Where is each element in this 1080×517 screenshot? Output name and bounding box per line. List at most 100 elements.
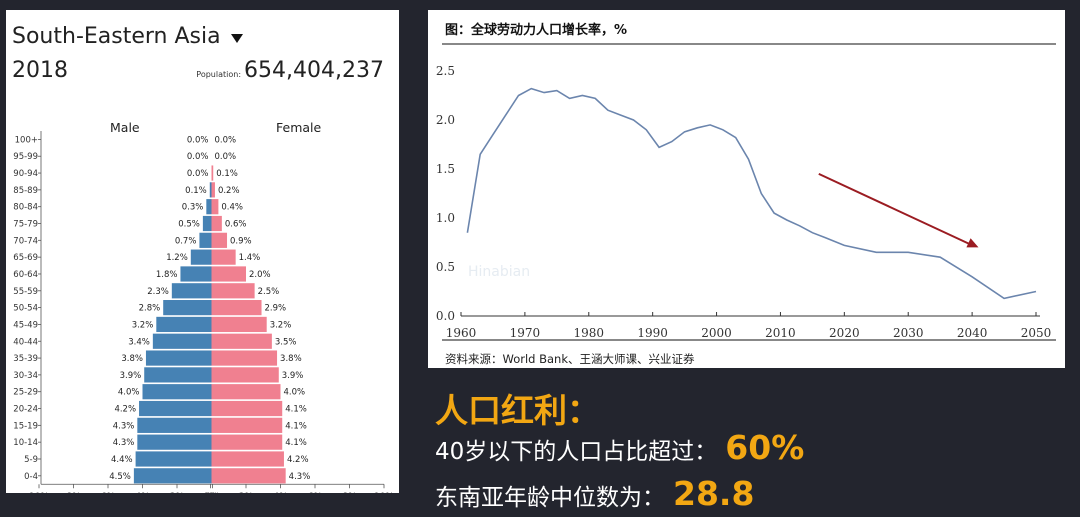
age-group-label: 75-79	[13, 220, 38, 230]
age-group-label: 10-14	[13, 438, 38, 448]
pyramid-axis: 10%8%6%4%2%0%0%2%4%6%8%10%	[29, 131, 394, 493]
median-age-value: 28.8	[673, 474, 755, 513]
percent-tick-label: 10%	[29, 492, 49, 493]
female-value-label: 4.3%	[289, 472, 311, 482]
y-tick-label: 1.5	[436, 162, 455, 176]
male-bar	[206, 199, 212, 215]
female-value-label: 3.8%	[280, 354, 302, 364]
male-bar	[145, 350, 212, 366]
male-value-label: 3.4%	[128, 337, 150, 347]
population-pyramid-panel: South-Eastern Asia 2018 Population: 654,…	[6, 10, 399, 493]
x-tick-label: 1990	[637, 326, 668, 340]
female-bar	[211, 384, 281, 400]
female-bar	[211, 182, 215, 198]
region-label: South-Eastern Asia	[12, 24, 221, 49]
x-tick-label: 2040	[957, 326, 988, 340]
male-bar	[139, 400, 212, 417]
female-value-label: 3.2%	[270, 320, 292, 330]
watermark-text: Hinabian	[468, 264, 530, 280]
y-tick-label: 2.0	[436, 113, 455, 127]
region-dropdown[interactable]: South-Eastern Asia	[12, 24, 243, 49]
growth-axis: 1960 1970 1980 1990 2000 2010 2020 2030 2040 2050…	[436, 64, 1051, 340]
female-bar	[211, 451, 284, 467]
age-group-label: 85-89	[13, 186, 38, 196]
female-value-label: 0.1%	[216, 169, 238, 179]
male-label: Male	[110, 120, 140, 135]
year-label: 2018	[12, 58, 68, 83]
female-value-label: 4.1%	[285, 421, 307, 431]
male-value-label: 0.0%	[187, 169, 209, 179]
male-value-label: 0.3%	[182, 203, 204, 213]
male-bar	[137, 417, 212, 433]
dividend-heading: 人口红利：	[435, 391, 600, 430]
x-tick-label: 1960	[446, 326, 477, 340]
male-value-label: 0.0%	[187, 135, 209, 145]
age-group-label: 5-9	[24, 455, 38, 465]
age-group-label: 15-19	[13, 421, 38, 431]
labor-growth-chart: 1960 1970 1980 1990 2000 2010 2020 2030 2040 2050…	[436, 43, 1056, 341]
female-value-label: 4.2%	[287, 455, 309, 465]
male-value-label: 4.3%	[113, 438, 135, 448]
x-tick-label: 1970	[510, 326, 541, 340]
percent-tick-label: 4%	[273, 492, 288, 493]
male-bar	[163, 300, 212, 316]
male-value-label: 0.5%	[178, 220, 200, 230]
female-bar	[211, 417, 283, 433]
male-bar	[202, 215, 212, 232]
x-tick-label: 2000	[701, 326, 732, 340]
female-value-label: 4.1%	[285, 405, 307, 415]
age-group-label: 60-64	[13, 270, 38, 280]
x-tick-label: 2010	[765, 326, 796, 340]
pyramid-labels: 100+ 0.0% 0.0% 95-99 0.0% 0.0% 90-94 0.0% 0.1% 85…	[13, 135, 310, 481]
female-bar	[211, 232, 228, 248]
age-group-label: 30-34	[13, 371, 38, 381]
age-group-label: 80-84	[13, 203, 38, 213]
arrow-head-icon	[966, 238, 979, 248]
under-40-text: 40岁以下的人口占比超过：	[435, 439, 718, 465]
male-bar	[135, 451, 212, 467]
female-value-label: 2.9%	[265, 304, 287, 314]
male-value-label: 4.5%	[109, 472, 131, 482]
female-bar	[211, 400, 283, 417]
female-bar	[211, 249, 236, 265]
population-pyramid-chart: 10%8%6%4%2%0%0%2%4%6%8%10% 100+0.0%0.0%9…	[13, 120, 394, 493]
population-caption: Population:	[196, 70, 242, 79]
age-group-label: 65-69	[13, 253, 38, 263]
percent-tick-label: 0%	[203, 492, 218, 493]
male-bar	[137, 434, 212, 450]
male-bar	[180, 266, 212, 282]
female-value-label: 3.5%	[275, 337, 297, 347]
male-value-label: 3.2%	[132, 320, 154, 330]
median-age-text: 东南亚年龄中位数为：	[435, 485, 665, 511]
male-bar	[156, 316, 212, 333]
male-bar	[152, 333, 212, 349]
under-40-value: 60%	[725, 428, 805, 467]
female-bar	[211, 283, 255, 299]
x-tick-label: 2050	[1021, 326, 1052, 340]
male-value-label: 2.8%	[139, 304, 161, 314]
male-bar	[199, 232, 212, 248]
chart-title: 图：全球劳动力人口增长率，%	[445, 23, 628, 38]
percent-tick-label: 2%	[239, 492, 254, 493]
male-bar	[144, 367, 212, 383]
percent-tick-label: 8%	[342, 492, 357, 493]
female-value-label: 0.0%	[215, 152, 237, 162]
median-age-line: 东南亚年龄中位数为： 28.8	[435, 474, 754, 513]
male-bar	[142, 384, 212, 400]
female-bar	[211, 468, 286, 484]
pyramid-bars	[133, 165, 286, 484]
percent-tick-label: 2%	[170, 492, 185, 493]
male-value-label: 4.4%	[111, 455, 133, 465]
male-value-label: 3.9%	[120, 371, 142, 381]
caret-down-icon[interactable]	[230, 34, 243, 43]
male-value-label: 4.3%	[113, 421, 135, 431]
female-bar	[211, 266, 246, 282]
female-value-label: 2.0%	[249, 270, 271, 280]
age-group-label: 70-74	[13, 236, 38, 246]
x-tick-label: 2030	[893, 326, 924, 340]
age-group-label: 20-24	[13, 405, 38, 415]
female-label: Female	[276, 120, 322, 135]
female-value-label: 0.6%	[225, 220, 247, 230]
population-readout: Population: 654,404,237	[196, 58, 384, 83]
age-group-label: 0-4	[24, 472, 38, 482]
